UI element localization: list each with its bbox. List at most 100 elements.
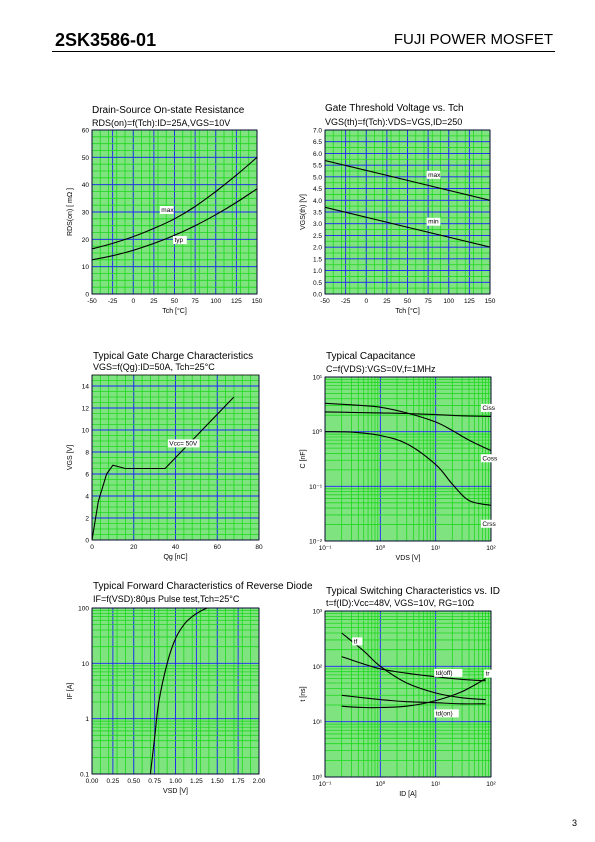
y-tick-label: 4 <box>85 494 89 501</box>
x-tick-label: 50 <box>171 298 179 305</box>
y-tick-label: 1.0 <box>313 268 322 275</box>
y-tick-label: 2 <box>85 516 89 523</box>
annotation-bg <box>426 170 441 179</box>
y-axis-label: RDS(on) [ mΩ ] <box>67 188 74 236</box>
y-tick-label: 1 <box>85 716 89 723</box>
annotation-bg <box>480 454 499 463</box>
y-tick-label: 0.1 <box>80 772 89 779</box>
x-tick-label: 0 <box>90 544 94 551</box>
curve-label: max <box>161 207 174 214</box>
x-tick-label: 1.00 <box>169 778 182 785</box>
chart-cap: Typical Capacitance C=f(VDS):VGS=0V,f=1MH… <box>300 351 499 562</box>
x-tick-label: 0.50 <box>127 778 140 785</box>
chart-vth: Gate Threshold Voltage vs. Tch VGS(th)=f(… <box>300 103 496 315</box>
x-tick-label: -50 <box>320 298 330 305</box>
chart-title: Typical Switching Characteristics vs. ID <box>326 586 500 597</box>
x-tick-label: 50 <box>404 298 412 305</box>
y-tick-label: 10⁰ <box>312 428 322 436</box>
x-axis-label: Tch [°C] <box>395 307 420 315</box>
series-line-vcc-50v <box>92 396 235 540</box>
y-tick-label: 12 <box>82 406 90 413</box>
y-tick-label: 60 <box>82 128 90 135</box>
y-tick-label: 100 <box>78 606 89 613</box>
annotation-bg <box>434 668 463 677</box>
y-tick-label: 10⁻¹ <box>309 484 323 491</box>
y-tick-label: 6 <box>85 472 89 479</box>
y-tick-label: 10¹ <box>313 719 323 726</box>
y-tick-label: 4.5 <box>313 186 322 193</box>
curve-label: Crss <box>482 521 496 528</box>
gridlines <box>91 607 260 775</box>
x-axis-label: VSD [V] <box>163 788 188 795</box>
curve-label: Coss <box>482 455 498 462</box>
y-axis-label: t [ns] <box>300 686 307 701</box>
gridlines <box>324 129 491 295</box>
x-tick-label: 60 <box>214 544 222 551</box>
x-tick-label: 150 <box>485 298 496 305</box>
x-tick-label: 2.00 <box>253 778 266 785</box>
chart-subtitle: C=f(VDS):VGS=0V,f=1MHz <box>326 364 436 374</box>
chart-subtitle: RDS(on)=f(Tch):ID=25A,VGS=10V <box>92 118 230 128</box>
plot-area <box>325 377 491 541</box>
y-tick-label: 5.5 <box>313 163 322 170</box>
gridlines <box>91 375 260 541</box>
series-line-ciss <box>325 411 491 417</box>
x-axis-label: Qg [nC] <box>163 554 187 561</box>
series-line-tf <box>341 632 486 701</box>
curve-label: td(off) <box>436 670 453 677</box>
annotation-bg <box>173 236 187 245</box>
plot-frame <box>324 610 492 778</box>
x-tick-label: 75 <box>425 298 433 305</box>
x-tick-label: 10² <box>486 545 496 552</box>
y-tick-label: 0.0 <box>313 292 322 299</box>
y-tick-label: 0.5 <box>313 280 322 287</box>
series-line-crss <box>325 431 491 506</box>
chart-subtitle: VGS(th)=f(Tch):VDS=VGS,ID=250 <box>325 117 462 127</box>
x-tick-label: -25 <box>341 298 351 305</box>
chart-title: Drain-Source On-state Resistance <box>92 105 245 116</box>
plot-frame <box>91 129 258 295</box>
x-axis-label: ID [A] <box>399 791 417 798</box>
y-tick-label: 14 <box>82 384 90 391</box>
x-tick-label: 10¹ <box>431 781 441 788</box>
chart-qg: Typical Gate Charge CharacteristicsVGS=f… <box>67 351 263 561</box>
y-tick-label: 20 <box>82 237 90 244</box>
gridlines <box>91 129 258 295</box>
annotation-bg <box>434 709 459 718</box>
y-tick-label: 10² <box>313 664 323 671</box>
curve-label: typ <box>175 237 184 244</box>
y-tick-label: 0 <box>85 538 89 545</box>
x-tick-label: 100 <box>210 298 221 305</box>
series-line-min <box>325 206 490 248</box>
y-axis-label: IF [A] <box>67 683 74 700</box>
plot-area <box>325 611 491 777</box>
y-tick-label: 8 <box>85 450 89 457</box>
x-axis-label: VDS [V] <box>396 555 421 562</box>
x-tick-label: 10⁻¹ <box>319 545 333 552</box>
x-tick-label: 20 <box>130 544 138 551</box>
x-tick-label: 125 <box>231 298 242 305</box>
annotation-bg <box>484 669 495 678</box>
x-tick-label: 1.75 <box>232 778 245 785</box>
y-tick-label: 10⁰ <box>312 774 322 782</box>
x-tick-label: 0.75 <box>148 778 161 785</box>
annotation-bg <box>159 206 174 214</box>
curve-label: Ciss <box>482 405 495 412</box>
chart-title: Typical Gate Charge Characteristics <box>93 351 253 362</box>
y-tick-label: 10¹ <box>313 375 323 382</box>
y-tick-label: 0 <box>85 292 89 299</box>
curve-label: td(on) <box>436 710 453 717</box>
y-tick-label: 10 <box>82 264 90 271</box>
x-axis-label: Tch [°C] <box>162 307 187 315</box>
y-tick-label: 10³ <box>313 609 323 616</box>
x-tick-label: 0 <box>364 298 368 305</box>
y-tick-label: 4.0 <box>313 198 322 205</box>
series-line-td-off- <box>341 656 486 682</box>
chart-title: Gate Threshold Voltage vs. Tch <box>325 103 464 114</box>
y-tick-label: 1.5 <box>313 256 322 263</box>
series-line-typ <box>92 188 257 261</box>
chart-title: Typical Forward Characteristics of Rever… <box>93 581 313 592</box>
series-line-td-on- <box>341 694 486 705</box>
y-tick-label: 50 <box>82 155 90 162</box>
